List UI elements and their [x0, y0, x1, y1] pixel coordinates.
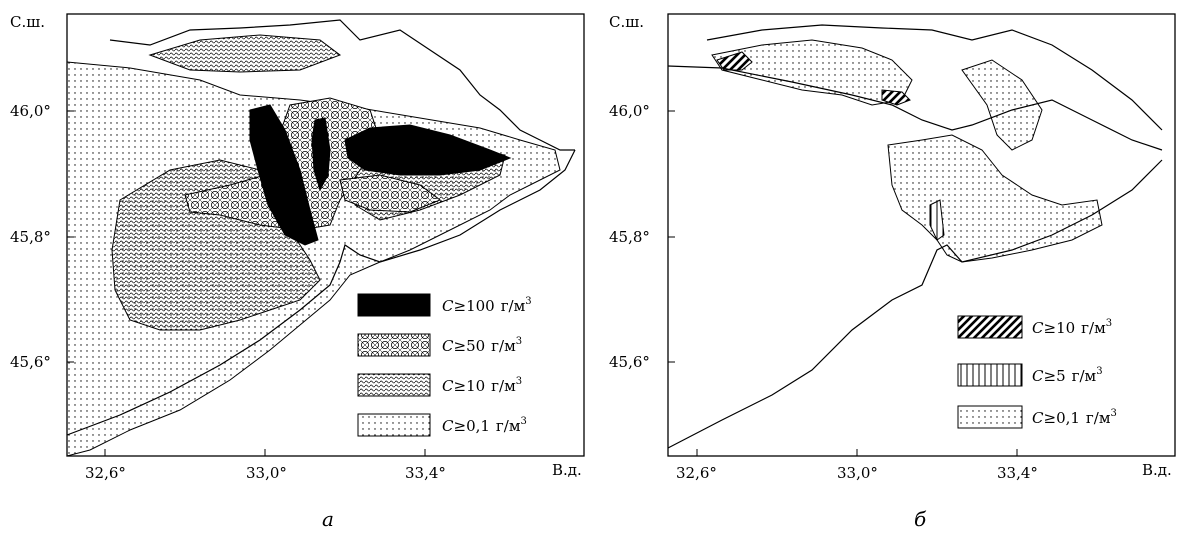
- legend-b: C≥10 г/м3 C≥5 г/м3 C≥0,1 г/м3: [958, 316, 1117, 428]
- lon-tick-label-a-3: 33,4°: [405, 464, 446, 482]
- legend-a-label-2: C≥50 г/м3: [442, 336, 522, 355]
- lon-tick-label-a-1: 32,6°: [85, 464, 126, 482]
- lon-tick-label-a-2: 33,0°: [246, 464, 287, 482]
- lon-axis-label-a: В.д.: [552, 461, 582, 479]
- legend-a-swatch-4: [358, 414, 430, 436]
- legend-a-swatch-2: [358, 334, 430, 356]
- lat-axis-label-b: С.ш.: [609, 13, 644, 31]
- lat-tick-label-a-3: 45,6°: [10, 353, 51, 371]
- lat-axis-label-a: С.ш.: [10, 13, 45, 31]
- lon-tick-label-b-3: 33,4°: [997, 464, 1038, 482]
- legend-a-swatch-3: [358, 374, 430, 396]
- lat-tick-label-b-2: 45,8°: [609, 228, 650, 246]
- lon-tick-label-b-2: 33,0°: [837, 464, 878, 482]
- legend-b-label-1: C≥10 г/м3: [1032, 318, 1112, 337]
- legend-a-label-3: C≥10 г/м3: [442, 376, 522, 395]
- legend-a-label-1: C≥100 г/м3: [442, 296, 532, 315]
- legend-b-swatch-1: [958, 316, 1022, 338]
- lon-axis-label-b: В.д.: [1142, 461, 1172, 479]
- map-b-svg: С.ш. В.д. 46,0° 45,8° 45,6° 32,6° 33,0° …: [592, 0, 1183, 540]
- lat-tick-label-a-1: 46,0°: [10, 102, 51, 120]
- legend-a-label-4: C≥0,1 г/м3: [442, 416, 527, 435]
- lat-tick-label-b-1: 46,0°: [609, 102, 650, 120]
- legend-b-swatch-3: [958, 406, 1022, 428]
- map-frame-b: [668, 14, 1175, 456]
- legend-b-label-3: C≥0,1 г/м3: [1032, 408, 1117, 427]
- lon-tick-label-b-1: 32,6°: [676, 464, 717, 482]
- legend-a-swatch-1: [358, 294, 430, 316]
- caption-a: а: [322, 507, 334, 531]
- caption-b: б: [914, 507, 927, 531]
- lat-tick-label-a-2: 45,8°: [10, 228, 51, 246]
- legend-b-swatch-2: [958, 364, 1022, 386]
- map-panel-a: С.ш. В.д. 46,0° 45,8° 45,6° 32,6° 33,0° …: [0, 0, 592, 540]
- map-a-svg: С.ш. В.д. 46,0° 45,8° 45,6° 32,6° 33,0° …: [0, 0, 592, 540]
- map-panel-b: С.ш. В.д. 46,0° 45,8° 45,6° 32,6° 33,0° …: [592, 0, 1183, 540]
- lat-tick-label-b-3: 45,6°: [609, 353, 650, 371]
